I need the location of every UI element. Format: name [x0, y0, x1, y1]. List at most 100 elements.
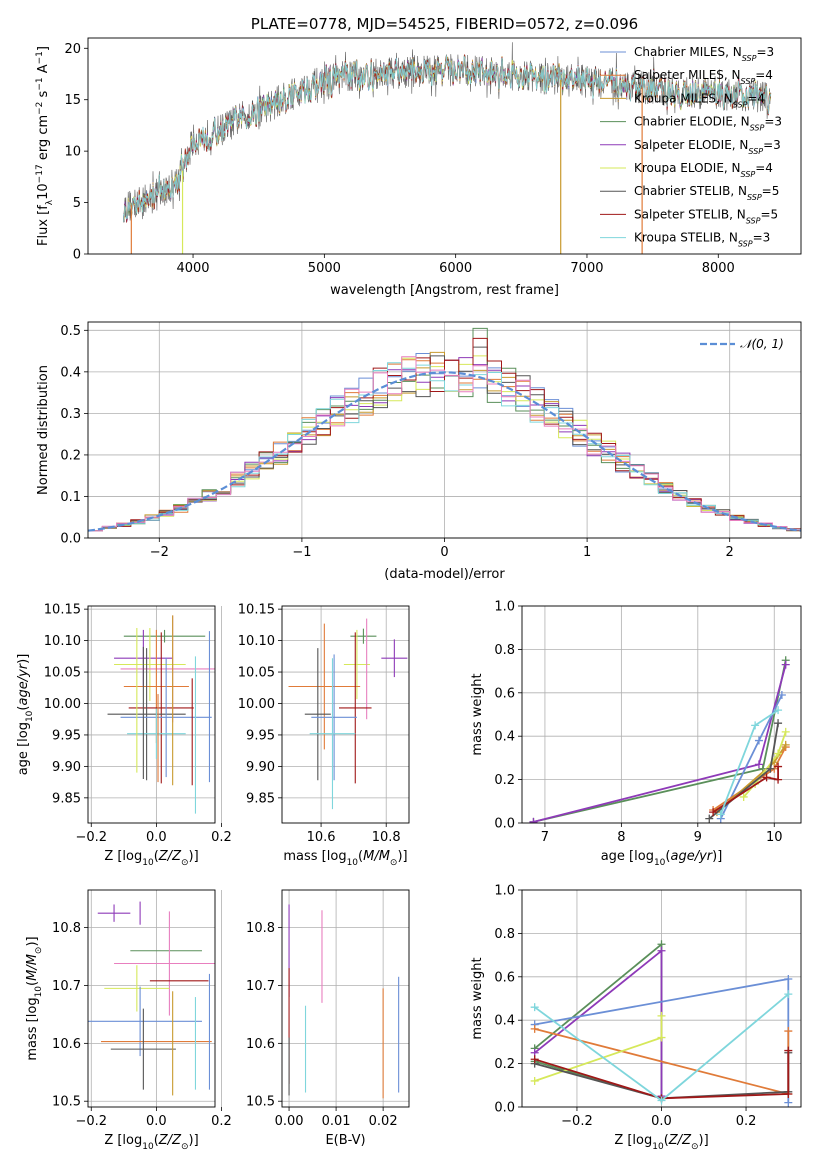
legend-label-sub: SSP	[748, 146, 763, 155]
y-tick-label: 0.3	[60, 407, 81, 422]
x-axis-label: Z [log10(Z/Z⊙)]	[614, 1133, 708, 1152]
legend-label: Kroupa MILES, NSSP=4	[634, 91, 765, 109]
x-tick-label: 4000	[176, 261, 209, 276]
y-tick-label: 0.0	[60, 532, 81, 547]
age_vs_Z-marks	[107, 615, 215, 814]
axes-frame	[281, 605, 410, 824]
label-part: 10	[654, 858, 666, 868]
mass_vs_ebv-axes: 0.00 0.01 0.02 10.5 10.6 10.7 10.8 E(B-V)	[246, 889, 410, 1148]
weight-marker	[777, 690, 786, 699]
weight-marker	[657, 1096, 666, 1105]
label-part: ⊙	[34, 947, 44, 955]
normal-curve	[88, 371, 801, 532]
mass_vs_Z-frame: −0.2 0.0 0.210.510.610.710.8Z [log10(Z/Z⊙)…	[25, 889, 232, 1152]
y-tick-label: 0.2	[494, 773, 515, 788]
weight-marker	[774, 775, 783, 784]
weight-marker	[774, 719, 783, 728]
y-tick-label: 10.6	[246, 1037, 275, 1052]
weight-marker	[754, 760, 763, 769]
x-tick-label: 6000	[439, 261, 472, 276]
label-part: )]	[189, 1133, 199, 1148]
age_vs_Z-axes: −0.2 0.0 0.2 9.85 9.90 9.95 10.00 10.05 10.10 10.…	[16, 603, 232, 868]
age_vs_mass-axes: 10.6 10.8 9.85 9.90 9.95 10.00 10.05 10.10 10.15…	[238, 603, 410, 868]
legend-label-end: =4	[755, 161, 773, 175]
residuals-axes: −2 −1 0 1 2 0.0 0.1 0.2 0.3 0.4 0.5 (data-model)/er…	[36, 321, 802, 582]
mass_vs_ebv-marks	[288, 904, 400, 1099]
x-tick-label: 0.01	[322, 1114, 351, 1129]
y-tick-label: 10.00	[44, 697, 81, 712]
y-tick-label: 0.8	[494, 927, 515, 942]
weight-line	[534, 1050, 790, 1100]
label-part: mass [log	[283, 849, 346, 864]
x-tick-label: 8000	[702, 261, 735, 276]
legend-label: Salpeter STELIB, NSSP=5	[634, 207, 778, 225]
x-axis-label: age [log10(age/yr)]	[601, 849, 723, 868]
weight-marker	[530, 1076, 539, 1085]
label-part: Z [log	[614, 1133, 652, 1148]
residuals-frame: −2 −1 0 1 2 0.0 0.1 0.2 0.3 0.4 0.5 (data-model)/er…	[36, 321, 802, 582]
spectrum-axes: 4000 5000 6000 7000 8000 0 5 10 15 20 PLATE=0778, …	[35, 15, 802, 298]
legend-label: 𝒩(0, 1)	[740, 337, 784, 351]
label-part: mass [log	[25, 997, 40, 1060]
y-tick-label: 0.4	[60, 365, 81, 380]
weight-marker	[781, 740, 790, 749]
weight_vs_Z-axes: −0.2 0.0 0.2 0.0 0.2 0.4 0.6 0.8 1.0 Z [log10(Z/Z…	[470, 884, 802, 1152]
axes-frame	[87, 889, 216, 1108]
x-tick-label: 0.0	[651, 1114, 672, 1129]
x-tick-label: 7	[541, 830, 549, 845]
y-tick-label: 0.0	[494, 1101, 515, 1116]
label-part: M/M	[363, 849, 390, 864]
legend-label: Chabrier ELODIE, NSSP=3	[634, 115, 782, 133]
x-tick-label: 9	[694, 830, 702, 845]
label-part: )]	[25, 936, 40, 946]
legend-label-sub: SSP	[747, 193, 762, 202]
label-part: M/M	[25, 954, 40, 981]
legend-label-end: =5	[760, 207, 778, 221]
label-part: −2	[35, 102, 45, 115]
legend-label-main: Salpeter ELODIE, N	[634, 138, 748, 152]
legend-label-end: =4	[747, 91, 765, 105]
weight-marker	[739, 792, 748, 801]
y-tick-label: 0.5	[60, 324, 81, 339]
legend-label-main: Chabrier STELIB, N	[634, 184, 747, 198]
label-part: )]	[16, 654, 31, 664]
weight-marker	[754, 736, 763, 745]
weight-marker	[657, 1033, 666, 1042]
y-tick-label: 10.5	[246, 1095, 275, 1110]
y-tick-label: 9.90	[246, 760, 275, 775]
y-axis-label: mass weight	[470, 673, 485, 755]
spectrum-line	[123, 55, 772, 223]
y-tick-label: 10.8	[52, 921, 81, 936]
y-tick-label: 10.5	[52, 1095, 81, 1110]
weight-marker	[530, 1055, 539, 1064]
y-tick-label: 9.85	[52, 791, 81, 806]
age_vs_mass-frame: 10.6 10.8 9.85 9.90 9.95 10.00 10.05 10.10 10.15…	[238, 603, 410, 868]
legend-label-end: =3	[763, 138, 781, 152]
weight_vs_age-marks	[529, 656, 790, 823]
weight-marker	[657, 946, 666, 955]
label-part: Z/Z	[158, 1133, 182, 1148]
y-tick-label: 5	[73, 196, 81, 211]
spectrum-marks	[123, 42, 772, 254]
histogram-step	[88, 362, 801, 532]
x-tick-label: 7000	[570, 261, 603, 276]
legend-label-main: Salpeter STELIB, N	[634, 207, 746, 221]
x-tick-label: 0.0	[146, 1114, 167, 1129]
legend-label-sub: SSP	[750, 123, 765, 132]
axes-frame	[521, 605, 802, 824]
weight-marker	[784, 1046, 793, 1055]
label-part: −1	[35, 51, 45, 64]
x-axis-label: Z [log10(Z/Z⊙)]	[104, 1133, 198, 1152]
legend-label-sub: SSP	[733, 100, 748, 109]
legend-label-sub: SSP	[746, 216, 761, 225]
label-part: ]	[36, 46, 51, 51]
weight-marker	[657, 1011, 666, 1020]
y-tick-label: 10	[64, 145, 81, 160]
x-tick-label: −0.2	[75, 1114, 107, 1129]
label-part: 10	[25, 710, 35, 722]
weight-marker	[784, 1098, 793, 1107]
axes-frame	[281, 889, 410, 1108]
y-axis-label: Flux [fλ10−17 erg cm−2 s−1 A−1]	[35, 46, 55, 246]
legend-label-end: =4	[755, 68, 773, 82]
